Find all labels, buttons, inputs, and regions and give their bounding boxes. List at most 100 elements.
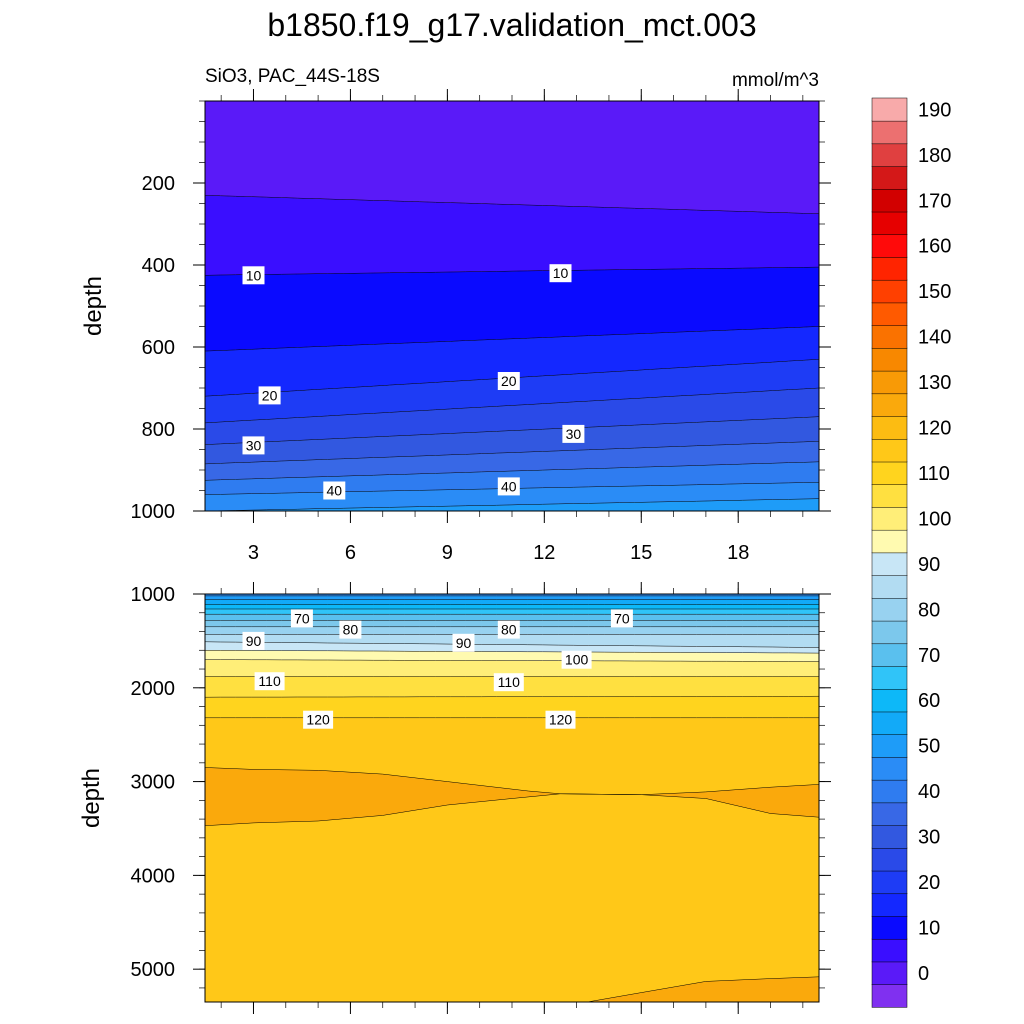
contour-line [205, 416, 819, 445]
colorbar-label: 70 [918, 645, 940, 667]
contour-label-box [493, 673, 524, 692]
lower-y-axis-label: depth [78, 768, 105, 828]
upper-contour-labels: 10 10 20 20 30 30 40 40 [242, 264, 585, 500]
contour-label-box [242, 631, 265, 650]
colorbar-swatch [871, 643, 908, 667]
lower-contour-lines [205, 595, 819, 1002]
bot-band [205, 696, 819, 718]
contour-line [205, 326, 819, 352]
colorbar-label: 10 [918, 918, 940, 940]
contour-line [205, 498, 819, 511]
contour-label-box [339, 620, 362, 639]
colorbar-swatch [871, 688, 908, 713]
contour-label-box [497, 372, 520, 390]
top-band [205, 326, 819, 397]
contour-label-box [549, 264, 572, 283]
chart-title: b1850.f19_g17.validation_mct.003 [267, 7, 756, 43]
colorbar-label: 100 [918, 508, 951, 530]
colorbar-swatch [871, 279, 908, 304]
colorbar-label: 30 [918, 827, 940, 849]
x-tick-label: 6 [345, 542, 356, 564]
contour-label: 110 [498, 674, 521, 690]
colorbar-label: 20 [918, 872, 940, 894]
bot-band [205, 641, 819, 654]
contour-label: 120 [306, 712, 330, 728]
contour-label: 10 [246, 267, 262, 283]
top-band [205, 359, 819, 423]
y-tick-label: 2000 [131, 678, 176, 700]
colorbar-swatch [871, 756, 908, 781]
bot-band [205, 595, 819, 600]
contour-label: 20 [501, 373, 517, 389]
y-tick-label: 600 [142, 337, 175, 359]
colorbar-swatch [871, 461, 908, 485]
contour-label-box [303, 710, 334, 729]
top-band [205, 482, 819, 511]
x-tick-label: 3 [248, 542, 259, 564]
colorbar-label: 40 [918, 781, 940, 803]
colorbar-label: 60 [918, 690, 940, 712]
bot-band-patch [205, 767, 819, 826]
colorbar-label: 160 [918, 236, 951, 258]
colorbar: 0 10 20 30 40 50 60 70 80 90 100 110 120 130 140 150 160… [871, 97, 951, 1008]
contour-label-box [254, 672, 285, 691]
y-tick-label: 1000 [131, 584, 176, 606]
y-tick-label: 200 [142, 173, 175, 195]
contour-label-box [452, 633, 475, 652]
colorbar-swatch [871, 847, 908, 872]
colorbar-label: 50 [918, 736, 940, 758]
bot-band-patch [587, 976, 819, 1002]
colorbar-label: 120 [918, 418, 951, 440]
colorbar-swatch [871, 302, 908, 326]
y-tick-label: 1000 [131, 501, 176, 523]
colorbar-swatch [871, 529, 908, 554]
colorbar-swatch [871, 779, 908, 804]
colorbar-swatch [871, 143, 908, 167]
lower-contour-labels: 70 80 90 90 80 70 100 110 110 120 120 [242, 609, 633, 729]
top-band [205, 441, 819, 481]
top-band [205, 388, 819, 445]
colorbar-label: 150 [918, 281, 951, 303]
colorbar-swatch [871, 415, 908, 440]
colorbar-swatch [871, 734, 908, 758]
contour-line [205, 695, 819, 698]
colorbar-swatch [871, 325, 908, 349]
contour-label: 10 [553, 265, 569, 281]
contour-label: 90 [246, 633, 262, 649]
contour-label: 70 [294, 610, 310, 626]
colorbar-swatch [871, 165, 908, 190]
contour-label: 120 [549, 712, 573, 728]
y-tick-label: 400 [142, 255, 175, 277]
contour-line [585, 976, 819, 1002]
x-tick-label: 9 [442, 542, 453, 564]
contour-label-box [497, 477, 520, 496]
contour-label-box [610, 609, 633, 628]
contour-label: 90 [456, 635, 472, 651]
contour-line [205, 441, 819, 465]
colorbar-swatch [871, 824, 908, 849]
colorbar-swatch [871, 211, 908, 236]
colorbar-swatch [871, 665, 908, 690]
colorbar-swatch [871, 961, 908, 985]
contour-line [205, 767, 819, 826]
colorbar-label: 80 [918, 599, 940, 621]
bot-band [205, 650, 819, 662]
lower-ticks: 1000 2000 3000 4000 5000 [131, 582, 831, 1014]
bot-band [205, 599, 819, 605]
colorbar-label: 170 [918, 190, 951, 212]
contour-label: 20 [262, 387, 278, 403]
top-band [205, 195, 819, 276]
upper-panel: 10 10 20 20 30 30 40 40 3 6 9 12 15 18 200 400 600 800 10… [80, 89, 831, 564]
lower-panel: 70 80 90 90 80 70 100 110 110 120 120 1000 2000 3000… [78, 582, 831, 1014]
contour-label-box [242, 266, 265, 285]
top-band [205, 267, 819, 352]
contour-label: 110 [258, 673, 281, 689]
contour-label: 100 [565, 652, 589, 668]
contour-label-box [242, 436, 265, 455]
colorbar-swatch [871, 347, 908, 372]
colorbar-label: 140 [918, 327, 951, 349]
colorbar-swatch [871, 484, 908, 508]
colorbar-swatch [871, 97, 908, 122]
colorbar-swatch [871, 984, 908, 1008]
